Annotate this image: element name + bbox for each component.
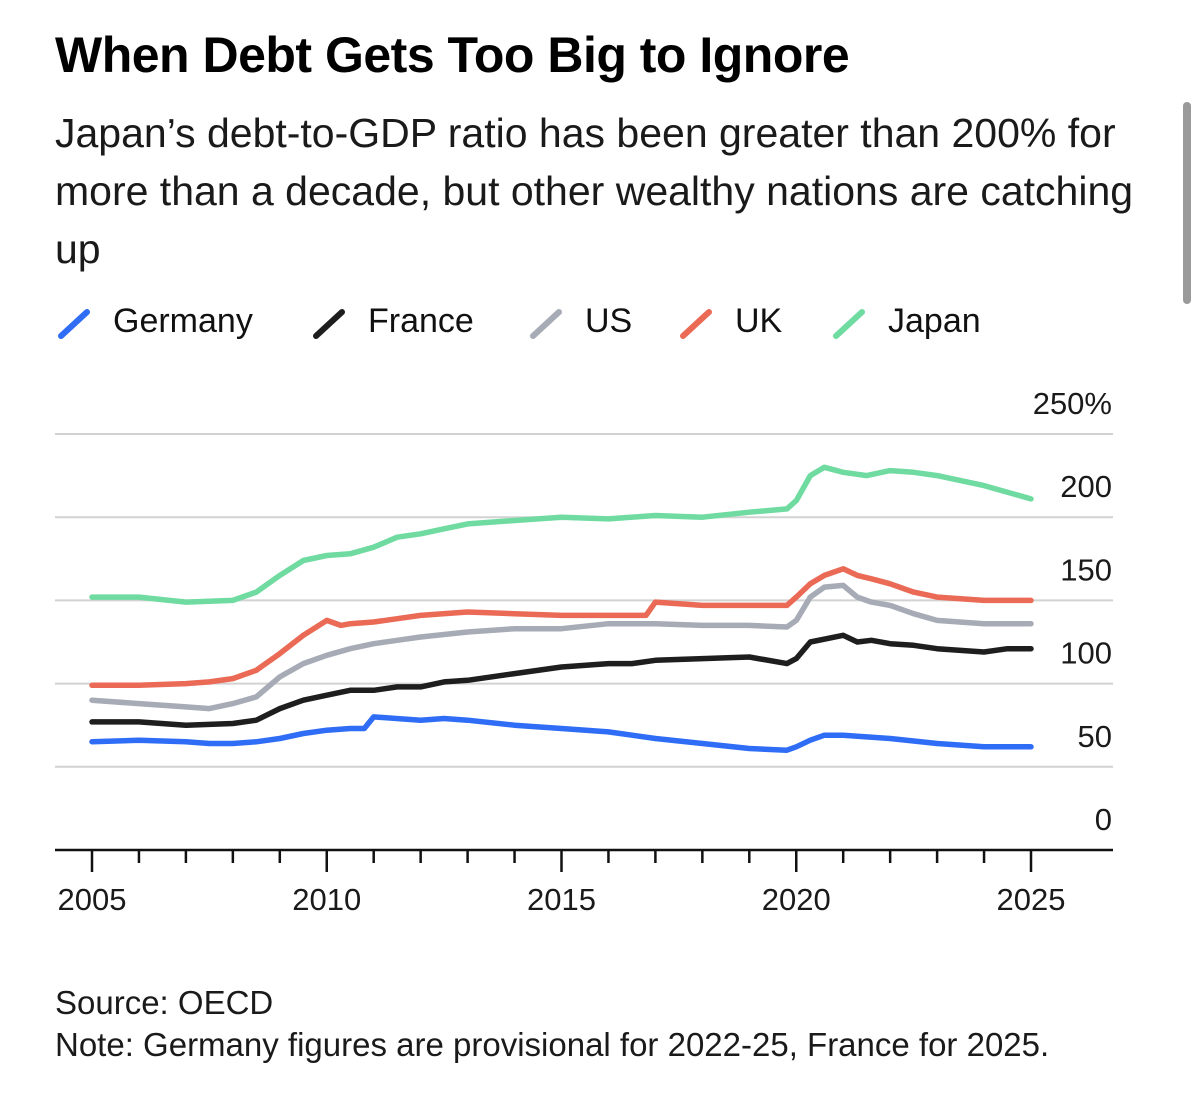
y-axis-labels: 0 50 100 150 200 250% [1033, 386, 1112, 837]
legend-swatch-germany-icon [58, 309, 90, 339]
legend-swatch-france-icon [313, 309, 345, 339]
y-tick-label: 0 [1095, 802, 1112, 837]
chart-title: When Debt Gets Too Big to Ignore [55, 27, 850, 83]
x-tick-label: 2020 [762, 882, 831, 917]
y-tick-label: 100 [1060, 636, 1112, 671]
legend-label-us: US [585, 302, 633, 340]
legend-label-germany: Germany [113, 302, 253, 340]
y-tick-label: 50 [1078, 719, 1112, 754]
line-chart: 0 50 100 150 200 250% 2005 2010 2015 2020 2025 [55, 386, 1113, 917]
series-line-germany [89, 714, 1034, 753]
series-lines [89, 464, 1034, 753]
x-tick-label: 2025 [997, 882, 1066, 917]
source-note: Source: OECD [55, 984, 274, 1021]
legend-swatch-japan-icon [833, 309, 865, 339]
x-tick-label: 2005 [58, 882, 127, 917]
series-line-japan [89, 464, 1034, 605]
legend-label-japan: Japan [888, 302, 981, 340]
legend-label-france: France [368, 302, 474, 340]
legend-label-uk: UK [735, 302, 783, 340]
x-axis [55, 848, 1113, 872]
chart-footer: Source: OECD Note: Germany figures are p… [55, 982, 1175, 1066]
x-tick-label: 2010 [292, 882, 361, 917]
legend-swatch-uk-icon [680, 309, 712, 339]
data-note: Note: Germany figures are provisional fo… [55, 1026, 1050, 1063]
y-tick-label: 150 [1060, 552, 1112, 587]
gridlines [55, 433, 1113, 768]
x-axis-labels: 2005 2010 2015 2020 2025 [58, 882, 1066, 917]
y-tick-label: 250% [1033, 386, 1112, 421]
chart-subtitle: Japan’s debt-to-GDP ratio has been great… [55, 110, 1134, 272]
series-line-uk [89, 566, 1034, 689]
y-tick-label: 200 [1060, 469, 1112, 504]
x-tick-label: 2015 [527, 882, 596, 917]
series-line-us [89, 582, 1034, 712]
legend-swatch-us-icon [530, 309, 562, 339]
series-line-france [89, 632, 1034, 728]
scrollbar[interactable] [1183, 102, 1191, 304]
